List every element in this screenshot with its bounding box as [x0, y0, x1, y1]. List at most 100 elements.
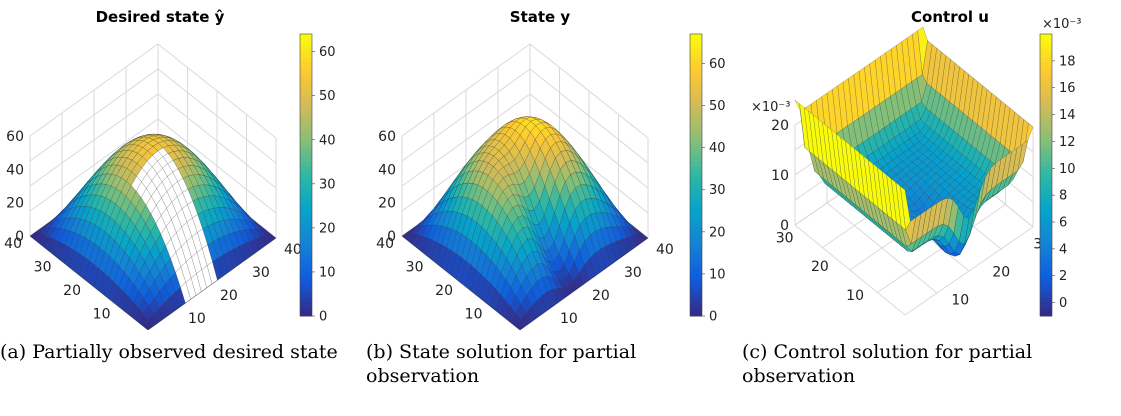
- panel-c-colorbar-tick-label: 2: [1059, 269, 1067, 284]
- panel-a-surface-cell: [249, 253, 255, 258]
- panel-b-colorbar-cell: [690, 43, 702, 49]
- panel-a-surface-cell: [44, 247, 50, 252]
- caption-a-text: Partially observed desired state: [32, 341, 338, 363]
- caption-c-label: (c): [742, 341, 768, 363]
- panel-c-colorbar-cell: [1040, 236, 1052, 242]
- panel-b-x-tick: 20: [592, 288, 610, 304]
- panel-a-colorbar-cell: [300, 259, 312, 265]
- panel-b-z-tick: 60: [378, 129, 396, 145]
- panel-b: State y020406001020304001020304001020304…: [376, 8, 726, 330]
- panel-b-surface-cell: [510, 322, 516, 327]
- panel-c-colorbar-cell: [1040, 212, 1052, 218]
- panel-b-surface-cell: [490, 306, 496, 311]
- panel-b-colorbar-cell: [690, 132, 702, 138]
- caption-a: (a) Partially observed desired state: [0, 340, 362, 364]
- panel-b-surface-cell: [610, 260, 617, 265]
- panel-b-surface-cell: [495, 310, 501, 315]
- panel-a-colorbar-cell: [300, 287, 312, 293]
- panel-c-colorbar-cell: [1040, 48, 1052, 54]
- panel-c-colorbar-cell: [1040, 264, 1052, 270]
- panel-a-colorbar-cell: [300, 170, 312, 176]
- panel-b-colorbar-tick-label: 20: [709, 225, 726, 240]
- panel-c-colorbar-cell: [1040, 311, 1052, 317]
- panel-a-surface-cell: [217, 276, 223, 281]
- panel-a-surface-cell: [74, 271, 80, 276]
- panel-c-colorbar-cell: [1040, 292, 1052, 298]
- panel-a-surface-cell: [133, 318, 139, 323]
- panel-a-surface-cell: [179, 303, 186, 308]
- panel-a-colorbar-cell: [300, 52, 312, 58]
- panel-a-colorbar-cell: [300, 95, 312, 101]
- panel-b-y-tick: 10: [465, 307, 483, 323]
- panel-c-colorbar-tick-label: 12: [1059, 135, 1076, 150]
- panel-b-colorbar-cell: [690, 90, 702, 96]
- panel-a-colorbar-cell: [300, 189, 312, 195]
- panel-b-surface-cell: [642, 237, 649, 242]
- panel-b-colorbar-cell: [690, 283, 702, 289]
- panel-c-y-tick: 20: [811, 259, 829, 275]
- panel-a-y-tick: 20: [63, 283, 81, 299]
- panel-b-colorbar-cell: [690, 142, 702, 148]
- panel-a-colorbar-cell: [300, 85, 312, 91]
- panel-a-colorbar-cell: [300, 212, 312, 218]
- panel-b-colorbar-cell: [690, 217, 702, 223]
- panel-c-colorbar-cell: [1040, 193, 1052, 199]
- panel-a-colorbar-cell: [300, 240, 312, 246]
- panel-c-colorbar-cell: [1040, 175, 1052, 181]
- panel-a-colorbar-cell: [300, 245, 312, 251]
- panel-b-surface-cell: [530, 318, 537, 323]
- panel-a-colorbar-cell: [300, 222, 312, 228]
- panel-a-surface-cell: [254, 249, 261, 254]
- panel-b-colorbar-cell: [690, 76, 702, 82]
- panel-a-surface-cell: [270, 237, 277, 242]
- panel-a-colorbar-cell: [300, 66, 312, 73]
- panel-c-colorbar-cell: [1040, 203, 1052, 209]
- caption-b-label: (b): [366, 341, 393, 363]
- panel-a-colorbar-cell: [300, 301, 312, 308]
- panel-a-surface-cell: [201, 287, 207, 292]
- panel-a-surface-cell: [83, 278, 90, 284]
- panel-a-colorbar-tick-label: 20: [319, 221, 336, 236]
- panel-b-surface-cell: [436, 263, 442, 268]
- panel-a-colorbar-cell: [300, 34, 312, 40]
- panel-c-y-tick: 30: [776, 230, 794, 246]
- panel-b-surface-cell: [465, 286, 471, 291]
- panel-b-colorbar-cell: [690, 193, 702, 199]
- panel-c-title: Control u: [911, 8, 989, 26]
- panel-c-colorbar-cell: [1040, 217, 1052, 223]
- panel-a-surface-cell: [174, 306, 181, 311]
- panel-a-surface-cell: [103, 294, 109, 299]
- panel-a-surface-cell: [243, 257, 250, 262]
- panel-b-colorbar-cell: [690, 165, 702, 171]
- panel-b-colorbar-cell: [690, 128, 702, 134]
- panel-c-colorbar-cell: [1040, 142, 1052, 148]
- panel-b-colorbar-cell: [690, 71, 702, 77]
- panel-b-colorbar-cell: [690, 109, 702, 115]
- panel-a-colorbar-cell: [300, 123, 312, 129]
- panel-a-surface-cell: [39, 243, 45, 248]
- panel-a-surface-cell: [79, 275, 85, 280]
- panel-b-colorbar-cell: [690, 146, 702, 152]
- panel-a-z-tick: 60: [6, 129, 24, 145]
- panel-a-surface-cell: [147, 326, 154, 330]
- caption-c-text: Control solution for partial observation: [742, 341, 1033, 387]
- panel-b-colorbar-cell: [690, 287, 702, 293]
- panel-a-colorbar-cell: [300, 113, 312, 120]
- panel-a-surface-cell: [222, 272, 229, 277]
- panel-b-surface-cell: [416, 247, 422, 252]
- panel-b-colorbar-cell: [690, 62, 702, 68]
- panel-b-colorbar-cell: [690, 34, 702, 40]
- panel-b-colorbar-cell: [690, 99, 702, 105]
- panel-c-colorbar-cell: [1040, 81, 1052, 87]
- panel-c-colorbar-cell: [1040, 99, 1052, 105]
- panel-b-colorbar-cell: [690, 222, 702, 228]
- panel-a-colorbar-cell: [300, 283, 312, 289]
- panel-b-colorbar-cell: [690, 184, 702, 190]
- panel-a-colorbar-cell: [300, 109, 312, 115]
- panel-b-colorbar-cell: [690, 278, 702, 284]
- panel-a-surface-cell: [113, 302, 119, 307]
- panel-c-colorbar-tick-label: 10: [1059, 162, 1076, 177]
- panel-b-colorbar-cell: [690, 236, 702, 242]
- panel-b-z-tick: 20: [378, 196, 396, 212]
- panel-c-colorbar-cell: [1040, 137, 1052, 143]
